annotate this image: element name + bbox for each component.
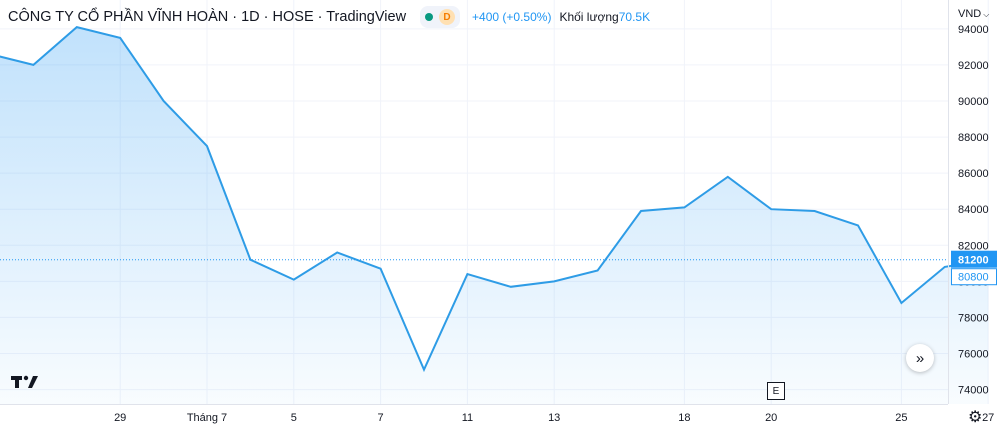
x-tick-label: 13 xyxy=(548,412,560,424)
y-tick-label: 74000 xyxy=(958,385,989,397)
x-tick-label: 5 xyxy=(291,412,297,424)
volume-value: 70.5K xyxy=(618,10,651,24)
data-point xyxy=(161,99,166,104)
chart-legend: CÔNG TY CỔ PHẦN VĨNH HOÀN · 1D · HOSE · … xyxy=(8,6,650,28)
current-price-tag xyxy=(951,250,997,268)
symbol-title[interactable]: CÔNG TY CỔ PHẦN VĨNH HOÀN · 1D · HOSE · … xyxy=(8,9,407,25)
data-point xyxy=(205,144,210,149)
x-tick-label: 20 xyxy=(765,412,777,424)
y-tick-label: 78000 xyxy=(958,312,989,324)
y-tick-label: 82000 xyxy=(958,240,989,252)
data-point xyxy=(595,268,600,273)
tradingview-logo-icon[interactable] xyxy=(10,370,40,394)
x-tick-label: 11 xyxy=(462,412,473,424)
current-price-label: 81200 xyxy=(958,255,989,267)
price-change: +400 (+0.50%) xyxy=(472,10,552,24)
price-line xyxy=(0,26,989,373)
y-tick-label: 92000 xyxy=(958,60,989,72)
x-tick-label: 27 xyxy=(982,412,994,424)
data-point xyxy=(248,257,253,262)
y-tick-label: 84000 xyxy=(958,204,989,216)
volume-label: Khối lượng xyxy=(559,10,619,24)
currency-selector[interactable]: VND ⌵ xyxy=(958,8,989,20)
x-tick-label: 18 xyxy=(678,412,690,424)
data-point xyxy=(31,62,36,67)
y-tick-label: 76000 xyxy=(958,349,989,361)
data-point xyxy=(422,367,427,372)
time-axis[interactable]: 29 Tháng 7 5 7 11 13 18 20 25 27 xyxy=(0,404,994,425)
data-point xyxy=(986,257,991,262)
data-point xyxy=(378,266,383,271)
y-tick-label: 90000 xyxy=(958,96,989,108)
chevron-down-icon: ⌵ xyxy=(983,10,990,19)
earnings-event-icon[interactable]: E xyxy=(767,382,785,400)
currency-label: VND xyxy=(958,8,982,20)
data-point xyxy=(335,250,340,255)
x-tick-label: Tháng 7 xyxy=(187,412,227,424)
data-point xyxy=(942,264,947,269)
market-open-dot-icon xyxy=(425,13,434,21)
y-tick-label: 88000 xyxy=(958,132,989,144)
x-tick-label: 7 xyxy=(378,412,384,424)
data-point xyxy=(725,174,730,179)
x-tick-label: 25 xyxy=(895,412,907,424)
double-chevron-right-icon: » xyxy=(915,349,925,367)
y-tick-label: 86000 xyxy=(958,168,989,180)
data-point xyxy=(639,209,644,214)
price-area xyxy=(0,27,989,404)
data-point xyxy=(769,207,774,212)
scroll-to-realtime-button[interactable]: » xyxy=(906,344,934,372)
market-status-pill[interactable]: D xyxy=(420,6,461,28)
data-point xyxy=(291,277,296,282)
y-tick-label: 94000 xyxy=(958,24,989,36)
data-point xyxy=(856,223,861,228)
data-point xyxy=(552,279,557,284)
x-tick-label: 29 xyxy=(114,412,126,424)
price-axis[interactable]: 7400076000780008000082000840008600088000… xyxy=(948,0,998,404)
data-delay-badge: D xyxy=(439,9,456,25)
prev-close-label: 80800 xyxy=(958,272,989,284)
data-point xyxy=(465,272,470,277)
prev-close-tag xyxy=(951,268,997,286)
data-point xyxy=(812,209,817,214)
data-point xyxy=(118,35,123,40)
data-point xyxy=(682,205,687,210)
data-point xyxy=(899,301,904,306)
data-point xyxy=(508,284,513,289)
settings-gear-icon[interactable]: ⚙ xyxy=(968,409,983,426)
